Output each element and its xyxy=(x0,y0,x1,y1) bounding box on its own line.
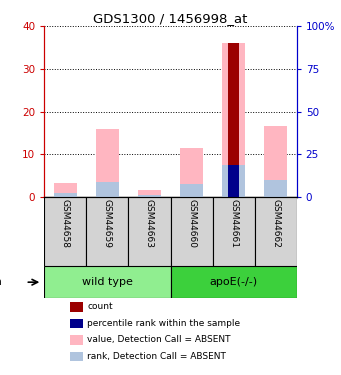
Text: GSM44659: GSM44659 xyxy=(103,199,112,248)
Bar xyxy=(96,129,119,197)
Bar xyxy=(222,44,245,197)
Text: rank, Detection Call = ABSENT: rank, Detection Call = ABSENT xyxy=(87,352,226,361)
Text: count: count xyxy=(87,303,113,312)
Text: GSM44662: GSM44662 xyxy=(271,199,280,248)
Bar xyxy=(54,193,77,197)
Bar xyxy=(44,266,170,298)
Bar xyxy=(86,197,129,266)
Bar xyxy=(54,183,77,197)
Bar xyxy=(180,184,203,197)
Bar xyxy=(129,197,170,266)
Bar xyxy=(70,319,84,328)
Bar xyxy=(170,197,212,266)
Bar xyxy=(255,197,297,266)
Bar xyxy=(70,351,84,361)
Bar xyxy=(96,182,119,197)
Text: GSM44658: GSM44658 xyxy=(61,199,70,248)
Text: GSM44661: GSM44661 xyxy=(229,199,238,248)
Bar xyxy=(70,302,84,312)
Bar xyxy=(138,190,161,197)
Bar xyxy=(170,266,297,298)
Text: wild type: wild type xyxy=(82,277,133,287)
Bar xyxy=(212,197,255,266)
Bar xyxy=(264,126,287,197)
Bar xyxy=(138,195,161,197)
Text: GSM44663: GSM44663 xyxy=(145,199,154,248)
Bar xyxy=(180,148,203,197)
Bar xyxy=(228,44,239,197)
Text: value, Detection Call = ABSENT: value, Detection Call = ABSENT xyxy=(87,335,231,344)
Bar xyxy=(44,197,86,266)
Bar xyxy=(70,335,84,345)
Bar xyxy=(228,165,239,197)
Title: GDS1300 / 1456998_at: GDS1300 / 1456998_at xyxy=(93,12,248,25)
Text: GSM44660: GSM44660 xyxy=(187,199,196,248)
Bar xyxy=(222,165,245,197)
Text: percentile rank within the sample: percentile rank within the sample xyxy=(87,319,240,328)
Bar xyxy=(264,180,287,197)
Text: apoE(-/-): apoE(-/-) xyxy=(209,277,258,287)
Text: strain: strain xyxy=(0,277,2,287)
